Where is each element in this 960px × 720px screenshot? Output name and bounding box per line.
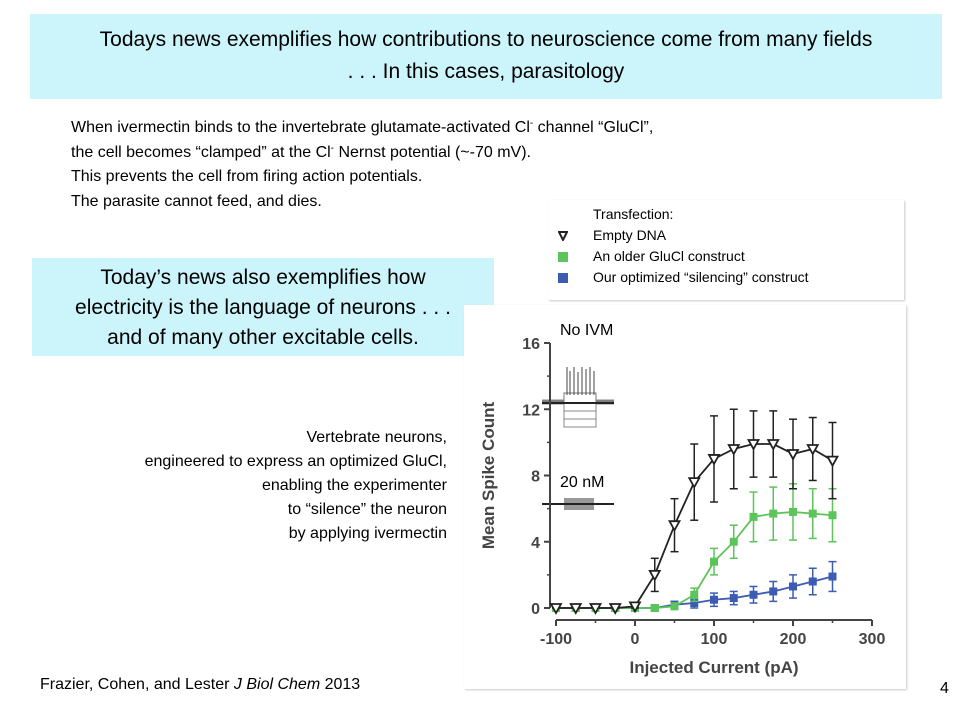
body-line-2-b: Nernst potential (~-70 mV).: [334, 143, 531, 161]
data-point: [648, 569, 662, 582]
page-number: 4: [940, 680, 949, 697]
open-triangle-down-icon: [558, 231, 568, 241]
spike-count-chart: No IVM 20 nM Mean Spike Count Injected C…: [479, 322, 885, 677]
title-line-1: Todays news exemplifies how contribution…: [99, 28, 873, 51]
x-tick-label: 0: [631, 631, 640, 648]
legend-item-optimized-construct: Our optimized “silencing” construct: [558, 267, 809, 288]
x-tick-label: 100: [701, 631, 728, 648]
citation-year: 2013: [320, 676, 361, 693]
data-point: [825, 455, 840, 468]
20nm-trace-inset: [542, 498, 614, 510]
data-point: [687, 477, 701, 489]
data-point: [690, 590, 699, 599]
data-point: [588, 603, 603, 615]
data-point: [769, 587, 778, 596]
data-point: [710, 557, 718, 566]
data-point: [808, 509, 817, 518]
no-ivm-label: No IVM: [560, 322, 613, 339]
vertebrate-line-4: to “silence” the neuron: [287, 501, 447, 518]
body-line-1-b: channel “GluCl”,: [533, 119, 654, 136]
y-tick-label: 16: [522, 336, 540, 353]
data-point: [769, 509, 778, 518]
data-point: [789, 507, 797, 516]
legend-label: Empty DNA: [593, 227, 667, 243]
data-point: [729, 537, 738, 546]
body-line-1-sup: -: [529, 118, 534, 129]
x-axis-label: Injected Current (pA): [629, 658, 798, 677]
legend-title: Transfection:: [593, 206, 674, 222]
x-tick-label: 200: [780, 631, 807, 648]
body-line-4: The parasite cannot feed, and dies.: [71, 192, 322, 210]
data-point: [789, 582, 797, 591]
vertebrate-caption: Vertebrate neurons, engineered to expres…: [145, 426, 447, 546]
y-tick-label: 0: [531, 601, 540, 618]
vertebrate-line-2: engineered to express an optimized GluCl…: [144, 453, 447, 470]
legend-label: Our optimized “silencing” construct: [593, 269, 809, 285]
blue-square-icon: [558, 273, 568, 283]
vertebrate-line-1: Vertebrate neurons,: [306, 429, 447, 446]
no-ivm-trace-inset: [542, 367, 614, 428]
data-point: [628, 601, 642, 614]
body-line-1-a: When ivermectin binds to the invertebrat…: [71, 119, 530, 136]
y-axis-label: Mean Spike Count: [479, 401, 498, 549]
body-line-2-sup: -: [330, 142, 335, 154]
data-point: [746, 439, 761, 451]
chart-series: [549, 408, 840, 615]
y-tick-label: 12: [522, 402, 540, 419]
data-point: [608, 603, 622, 615]
citation: Frazier, Cohen, and Lester J Biol Chem 2…: [40, 676, 360, 694]
citation-journal: J Biol Chem: [233, 676, 321, 693]
y-tick-label: 8: [531, 469, 540, 486]
x-tick-label: -100: [540, 631, 572, 648]
data-point: [808, 577, 817, 586]
news-line-2: electricity is the language of neurons .…: [75, 296, 451, 319]
title-line-2: . . . In this cases, parasitology: [347, 60, 625, 83]
data-point: [710, 595, 718, 604]
vertebrate-line-5: by applying ivermectin: [288, 525, 447, 542]
data-point: [727, 444, 741, 456]
y-tick-label: 4: [531, 535, 540, 552]
figure-panel: No IVM 20 nM Mean Spike Count Injected C…: [464, 305, 906, 689]
data-point: [729, 594, 738, 603]
data-point: [806, 444, 820, 456]
legend-item-empty-dna: Empty DNA: [558, 225, 667, 246]
legend-label: An older GluCl construct: [593, 248, 745, 264]
body-line-1: When ivermectin binds to the invertebrat…: [71, 116, 653, 141]
data-point: [707, 454, 721, 466]
citation-authors: Frazier, Cohen, and Lester: [40, 676, 234, 693]
data-point: [749, 590, 758, 599]
title-box: Todays news exemplifies how contribution…: [30, 14, 942, 99]
data-point: [828, 511, 837, 520]
series-0: [549, 408, 840, 615]
20nm-label: 20 nM: [560, 474, 604, 491]
body-line-2-a: the cell becomes “clamped” at the Cl: [71, 143, 331, 161]
data-point: [667, 520, 682, 533]
body-line-3: This prevents the cell from firing actio…: [71, 168, 423, 185]
data-point: [670, 602, 679, 611]
vertebrate-line-3: enabling the experimenter: [261, 477, 447, 494]
news-line-1: Today’s news also exemplifies how: [100, 266, 426, 289]
data-point: [650, 604, 659, 612]
legend-item-older-construct: An older GluCl construct: [558, 246, 745, 267]
news-box: Today’s news also exemplifies how electr…: [32, 258, 494, 356]
data-point: [786, 449, 800, 461]
data-point: [749, 512, 758, 521]
body-text: When ivermectin binds to the invertebrat…: [71, 116, 653, 214]
chart-legend: Transfection: Empty DNA An older GluCl c…: [548, 200, 904, 300]
x-tick-label: 300: [859, 631, 886, 648]
body-line-2: the cell becomes “clamped” at the Cl- Ne…: [71, 141, 653, 166]
data-point: [549, 603, 563, 615]
green-square-icon: [558, 252, 568, 262]
data-point: [828, 572, 837, 581]
news-line-3: and of many other excitable cells.: [107, 326, 419, 349]
data-point: [766, 439, 780, 451]
data-point: [690, 599, 699, 608]
data-point: [569, 603, 583, 615]
